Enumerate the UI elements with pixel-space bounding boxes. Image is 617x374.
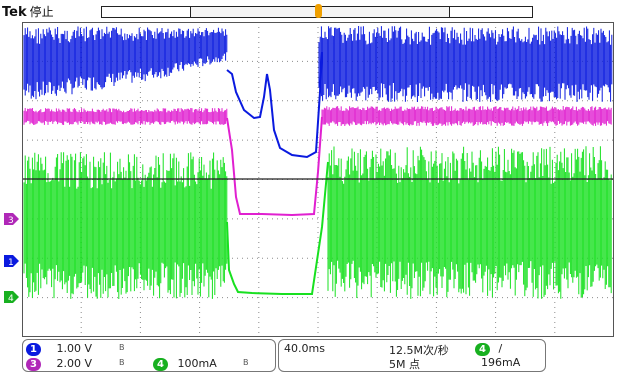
ch3-bandwidth-icon: B (119, 358, 125, 367)
ch1-dropout-trace (226, 51, 323, 159)
ch4-badge: 4 (153, 358, 168, 371)
ch4-setting[interactable]: 4 100mA (153, 357, 217, 371)
svg-text:3: 3 (8, 216, 14, 225)
ch4-bandwidth-icon: B (243, 358, 249, 367)
ch1-setting[interactable]: 1 1.00 V (26, 342, 92, 356)
ch3-waveform (23, 106, 612, 126)
waveform-display[interactable] (22, 22, 614, 337)
record-view-bar[interactable] (101, 4, 533, 18)
ch3-marker-icon: 3 (4, 213, 19, 226)
trigger-position-marker[interactable] (315, 4, 322, 18)
ch1-waveform (23, 26, 613, 102)
ch4-dropout-trace (226, 161, 329, 295)
ch3-badge: 3 (26, 358, 41, 371)
ch1-bandwidth-icon: B (119, 343, 125, 352)
record-length: 5M 点 (389, 358, 420, 371)
vertical-settings-panel[interactable]: 1 1.00 V B 3 2.00 V B 4 100mA B (22, 339, 276, 372)
svg-text:1: 1 (8, 258, 14, 267)
ch1-ground-marker[interactable]: 1 (4, 252, 20, 268)
ch3-setting[interactable]: 3 2.00 V (26, 357, 92, 371)
trigger-source-badge: 4 (475, 343, 490, 356)
status-bar: 1 1.00 V B 3 2.00 V B 4 100mA B 40.0ms 1… (0, 338, 617, 374)
ch4-waveform (23, 146, 612, 299)
trigger-level: 196mA (481, 356, 521, 369)
ch1-badge: 1 (26, 343, 41, 356)
ch4-marker-icon: 4 (4, 291, 19, 304)
screen-border (22, 22, 614, 337)
ch3-dropout-trace (226, 116, 323, 217)
ch4-scale: 100mA (177, 357, 217, 370)
trigger-slope-icon: / (498, 342, 503, 355)
ch4-ground-marker[interactable]: 4 (4, 288, 20, 304)
timebase[interactable]: 40.0ms (284, 342, 325, 355)
ch1-scale: 1.00 V (56, 342, 93, 355)
ch3-ground-marker[interactable]: 3 (4, 210, 20, 226)
acquisition-state: 停止 (29, 5, 54, 19)
trigger-setting[interactable]: 4 / (475, 342, 502, 356)
brand-logo: Tek (2, 5, 27, 20)
horizontal-trigger-panel[interactable]: 40.0ms 12.5M次/秒 5M 点 4 / 196mA (278, 339, 546, 372)
top-bar: Tek 停止 (0, 0, 617, 22)
sample-rate: 12.5M次/秒 (389, 344, 449, 357)
brand-status: Tek 停止 (2, 3, 54, 20)
ch3-scale: 2.00 V (56, 357, 93, 370)
ch1-marker-icon: 1 (4, 255, 19, 268)
svg-text:4: 4 (8, 294, 14, 303)
